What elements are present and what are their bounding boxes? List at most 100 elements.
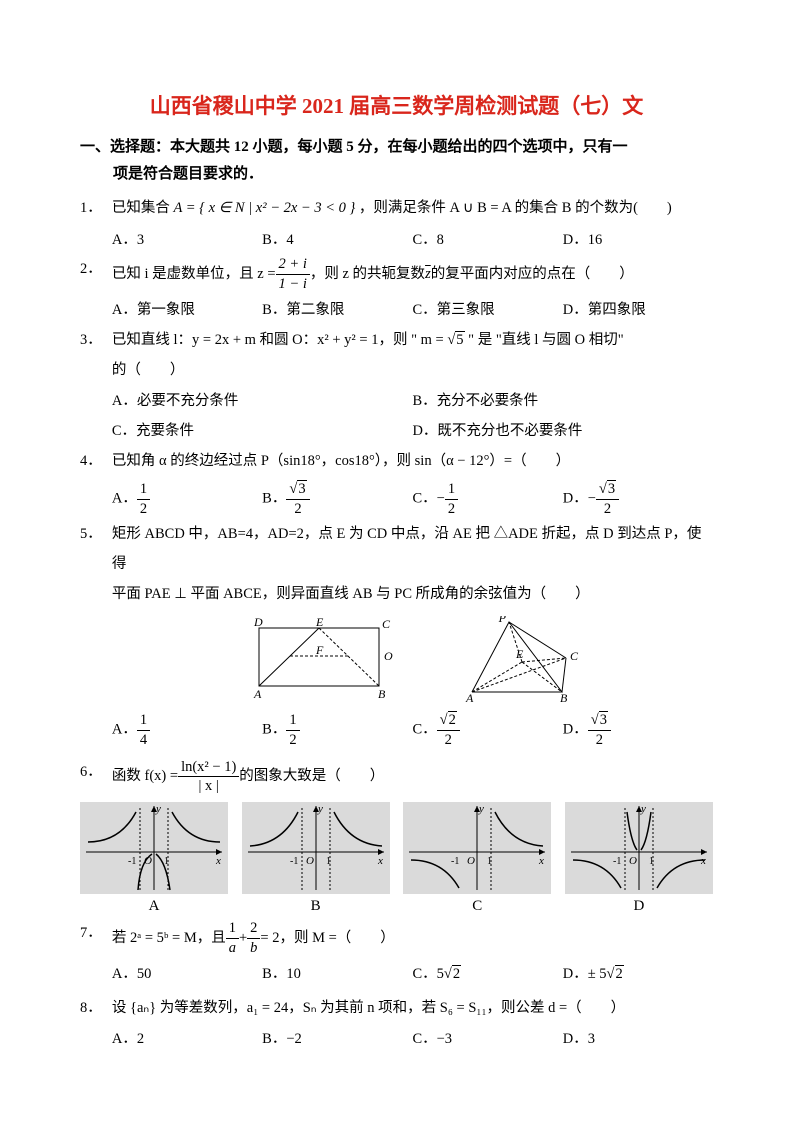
q6-label-b: B <box>242 898 390 915</box>
question-8: 8． 设 {aₙ} 为等差数列，a₁ = 24，Sₙ 为其前 n 项和，若 S₆… <box>80 994 713 1024</box>
q5-opt-a: A．14 <box>112 711 262 750</box>
q4-opt-a-top: 1 <box>137 480 150 500</box>
q2-text-a: 已知 i 是虚数单位，且 z = <box>112 260 276 290</box>
q5-diagram-3d: P E C A B <box>454 616 584 704</box>
q4-opt-c-bot: 2 <box>445 500 458 519</box>
q1-opt-c: C．8 <box>412 226 562 256</box>
q3-opt-c: C．充要条件 <box>112 417 413 447</box>
q8-opt-d: D．3 <box>563 1025 713 1055</box>
q6-label-d: D <box>565 898 713 915</box>
q5-opt-d: D．32 <box>563 711 713 750</box>
axis-y: y <box>155 803 161 815</box>
q7-f1b: a <box>226 939 239 958</box>
q2-opt-a: A．第一象限 <box>112 296 262 326</box>
q5-diagrams: D E C O F A B P E C A B <box>115 616 713 704</box>
q3-options-row1: A．必要不充分条件 B．充分不必要条件 <box>112 387 713 417</box>
axis-o: O <box>467 855 475 867</box>
sqrt-icon <box>607 966 615 982</box>
q5-line1: 矩形 ABCD 中，AB=4，AD=2，点 E 为 CD 中点，沿 AE 把 △… <box>112 526 702 572</box>
question-1: 1． 已知集合 A = { x ∈ N | x² − 2x − 3 < 0 } … <box>80 194 713 224</box>
q1-num: 1． <box>80 194 102 224</box>
q3-opt-b: B．充分不必要条件 <box>412 387 713 417</box>
axis-o: O <box>306 855 314 867</box>
axis-x: x <box>538 855 544 867</box>
q2-opt-b: B．第二象限 <box>262 296 412 326</box>
q6-graph-c: y x O 1 -1 C <box>403 802 551 915</box>
q7-f2t: 2 <box>247 919 260 939</box>
axis-n1: -1 <box>451 856 459 867</box>
q8-text: 设 {aₙ} 为等差数列，a₁ = 24，Sₙ 为其前 n 项和，若 S₆ = … <box>112 1000 625 1016</box>
q6-frac-top: ln(x² − 1) <box>178 758 239 778</box>
q5-opt-b-bot: 2 <box>286 731 299 750</box>
q2-num: 2． <box>80 255 102 285</box>
q7-opt-c-sqrt: 2 <box>452 965 461 982</box>
section-line2: 项是符合题目要求的． <box>113 161 713 188</box>
section-heading: 一、选择题：本大题共 12 小题，每小题 5 分，在每小题给出的四个选项中，只有… <box>80 134 713 188</box>
question-4: 4． 已知角 α 的终边经过点 P（sin18°，cos18°），则 sin（α… <box>80 447 713 477</box>
q5-d1-C: C <box>382 617 391 631</box>
q6-graph-c-svg: y x O 1 -1 <box>403 802 551 894</box>
q7-frac1: 1a <box>226 919 239 958</box>
q6-text-a: 函数 f(x) = <box>112 762 178 792</box>
q8-opt-a: A．2 <box>112 1025 262 1055</box>
q6-graphs: y x O 1 -1 A y x O 1 -1 B <box>80 802 713 915</box>
q1-text-a: 已知集合 <box>112 200 174 216</box>
q3-line1b: " 是 "直线 l 与圆 O 相切" <box>465 332 624 348</box>
axis-x: x <box>377 855 383 867</box>
q1-opt-b: B．4 <box>262 226 412 256</box>
q5-opt-a-bot: 4 <box>137 731 150 750</box>
q5-d1-O: O <box>384 649 393 663</box>
q4-opt-d-top: 3 <box>607 480 616 497</box>
q5-diagram-rect: D E C O F A B <box>244 616 394 704</box>
question-5: 5． 矩形 ABCD 中，AB=4，AD=2，点 E 为 CD 中点，沿 AE … <box>80 520 713 609</box>
q2-opt-d: D．第四象限 <box>563 296 713 326</box>
q5-d1-A: A <box>253 687 262 701</box>
q7-opt-a: A．50 <box>112 960 262 990</box>
q5-opt-b: B．12 <box>262 711 412 750</box>
question-2: 2． 已知 i 是虚数单位，且 z = 2 + i 1 − i ，则 z 的共轭… <box>80 255 713 294</box>
q4-opt-c: C．−12 <box>412 480 562 519</box>
q2-fraction: 2 + i 1 − i <box>276 255 310 294</box>
q7-plus: + <box>239 924 247 954</box>
q5-opt-c-bot: 2 <box>437 731 460 750</box>
q5-d1-F: F <box>315 643 324 657</box>
q8-opt-b: B．−2 <box>262 1025 412 1055</box>
q4-opt-c-label: C．− <box>412 491 444 507</box>
q4-opt-d-bot: 2 <box>596 500 619 519</box>
question-6: 6． 函数 f(x) = ln(x² − 1) | x | 的图象大致是（ ） <box>80 758 713 797</box>
q5-opt-a-top: 1 <box>137 711 150 731</box>
q5-d1-D: D <box>253 616 263 629</box>
q7-frac2: 2b <box>247 919 260 958</box>
q3-num: 3． <box>80 326 102 356</box>
q4-opt-a-label: A． <box>112 491 137 507</box>
exam-page: 山西省稷山中学 2021 届高三数学周检测试题（七）文 一、选择题：本大题共 1… <box>0 0 793 1122</box>
q2-opt-c: C．第三象限 <box>412 296 562 326</box>
section-line1: 一、选择题：本大题共 12 小题，每小题 5 分，在每小题给出的四个选项中，只有… <box>80 139 628 155</box>
q6-graph-b: y x O 1 -1 B <box>242 802 390 915</box>
q2-frac-top: 2 + i <box>276 255 310 275</box>
q4-opt-c-top: 1 <box>445 480 458 500</box>
q7-f2b: b <box>247 939 260 958</box>
q4-opt-b: B．32 <box>262 480 412 519</box>
q1-formula: A = { x ∈ N | x² − 2x − 3 < 0 } <box>174 200 356 216</box>
q4-opt-a: A．12 <box>112 480 262 519</box>
q5-d2-B: B <box>560 691 568 704</box>
q4-text: 已知角 α 的终边经过点 P（sin18°，cos18°），则 sin（α − … <box>112 453 570 469</box>
q5-d2-A: A <box>465 691 474 704</box>
axis-o: O <box>144 855 152 867</box>
q4-opt-d: D．−32 <box>563 480 713 519</box>
question-7: 7． 若 2ᵃ = 5ᵇ = M，且 1a + 2b = 2，则 M =（ ） <box>80 919 713 958</box>
sqrt-icon <box>440 712 448 728</box>
axis-y: y <box>478 803 484 815</box>
q6-graph-a: y x O 1 -1 A <box>80 802 228 915</box>
q3-opt-d: D．既不充分也不必要条件 <box>412 417 713 447</box>
q6-graph-a-svg: y x O 1 -1 <box>80 802 228 894</box>
q5-opt-c-top: 2 <box>448 711 457 728</box>
q6-frac-bot: | x | <box>178 777 239 796</box>
q6-num: 6． <box>80 758 102 788</box>
axis-x: x <box>215 855 221 867</box>
axis-1: 1 <box>487 856 492 867</box>
q5-opt-d-top: 3 <box>599 711 608 728</box>
q6-text-b: 的图象大致是（ ） <box>239 762 384 792</box>
q6-graph-d: y x O 1 -1 D <box>565 802 713 915</box>
